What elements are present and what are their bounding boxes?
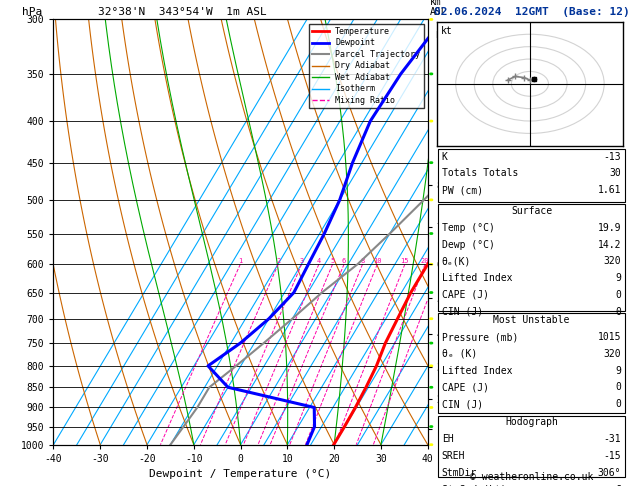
Text: 9: 9	[615, 273, 621, 283]
Text: Lifted Index: Lifted Index	[442, 365, 512, 376]
Text: 1.61: 1.61	[598, 185, 621, 195]
Text: LCL: LCL	[435, 31, 450, 40]
Text: 320: 320	[604, 349, 621, 359]
Bar	[438, 149, 625, 202]
Bar	[438, 313, 625, 413]
Text: CAPE (J): CAPE (J)	[442, 290, 489, 300]
Text: 9: 9	[615, 365, 621, 376]
Text: © weatheronline.co.uk: © weatheronline.co.uk	[470, 472, 593, 482]
Text: 30: 30	[610, 169, 621, 178]
Text: kt: kt	[441, 26, 453, 35]
Text: Totals Totals: Totals Totals	[442, 169, 518, 178]
Text: Temp (°C): Temp (°C)	[442, 223, 494, 233]
Text: Lifted Index: Lifted Index	[442, 273, 512, 283]
Bar	[438, 204, 625, 311]
Text: θₑ (K): θₑ (K)	[442, 349, 477, 359]
Legend: Temperature, Dewpoint, Parcel Trajectory, Dry Adiabat, Wet Adiabat, Isotherm, Mi: Temperature, Dewpoint, Parcel Trajectory…	[309, 24, 423, 108]
Text: 0: 0	[615, 290, 621, 300]
Text: Pressure (mb): Pressure (mb)	[442, 332, 518, 342]
Text: 02.06.2024  12GMT  (Base: 12): 02.06.2024 12GMT (Base: 12)	[433, 7, 629, 17]
Text: StmSpd (kt): StmSpd (kt)	[442, 485, 506, 486]
Text: SREH: SREH	[442, 451, 465, 461]
Text: 10: 10	[373, 258, 382, 264]
Text: km
ASL: km ASL	[430, 0, 447, 17]
Text: StmDir: StmDir	[442, 468, 477, 478]
Text: 0: 0	[615, 382, 621, 393]
Text: 5: 5	[330, 258, 335, 264]
Text: Surface: Surface	[511, 206, 552, 216]
Text: EH: EH	[442, 434, 454, 444]
Text: 19.9: 19.9	[598, 223, 621, 233]
Text: 0: 0	[615, 307, 621, 317]
X-axis label: Dewpoint / Temperature (°C): Dewpoint / Temperature (°C)	[150, 469, 331, 479]
Text: 15: 15	[401, 258, 409, 264]
Text: CIN (J): CIN (J)	[442, 307, 483, 317]
Text: CIN (J): CIN (J)	[442, 399, 483, 409]
Text: 1: 1	[238, 258, 242, 264]
Text: 4: 4	[317, 258, 321, 264]
Text: 14.2: 14.2	[598, 240, 621, 250]
Text: Dewp (°C): Dewp (°C)	[442, 240, 494, 250]
Text: CAPE (J): CAPE (J)	[442, 382, 489, 393]
Text: 32°38'N  343°54'W  1m ASL: 32°38'N 343°54'W 1m ASL	[98, 7, 267, 17]
Text: 1015: 1015	[598, 332, 621, 342]
Bar	[438, 416, 625, 477]
Text: Most Unstable: Most Unstable	[493, 315, 570, 326]
Text: 8: 8	[360, 258, 365, 264]
Text: 3: 3	[299, 258, 304, 264]
Text: 6: 6	[342, 258, 346, 264]
Text: 20: 20	[421, 258, 430, 264]
Text: PW (cm): PW (cm)	[442, 185, 483, 195]
Text: 306°: 306°	[598, 468, 621, 478]
Text: -31: -31	[604, 434, 621, 444]
Text: -13: -13	[604, 152, 621, 162]
Text: -15: -15	[604, 451, 621, 461]
Text: hPa: hPa	[21, 7, 42, 17]
Text: 2: 2	[276, 258, 281, 264]
Text: θₑ(K): θₑ(K)	[442, 257, 471, 266]
Text: 320: 320	[604, 257, 621, 266]
Text: K: K	[442, 152, 448, 162]
Text: 6: 6	[615, 485, 621, 486]
Text: 0: 0	[615, 399, 621, 409]
Text: Hodograph: Hodograph	[505, 417, 558, 428]
